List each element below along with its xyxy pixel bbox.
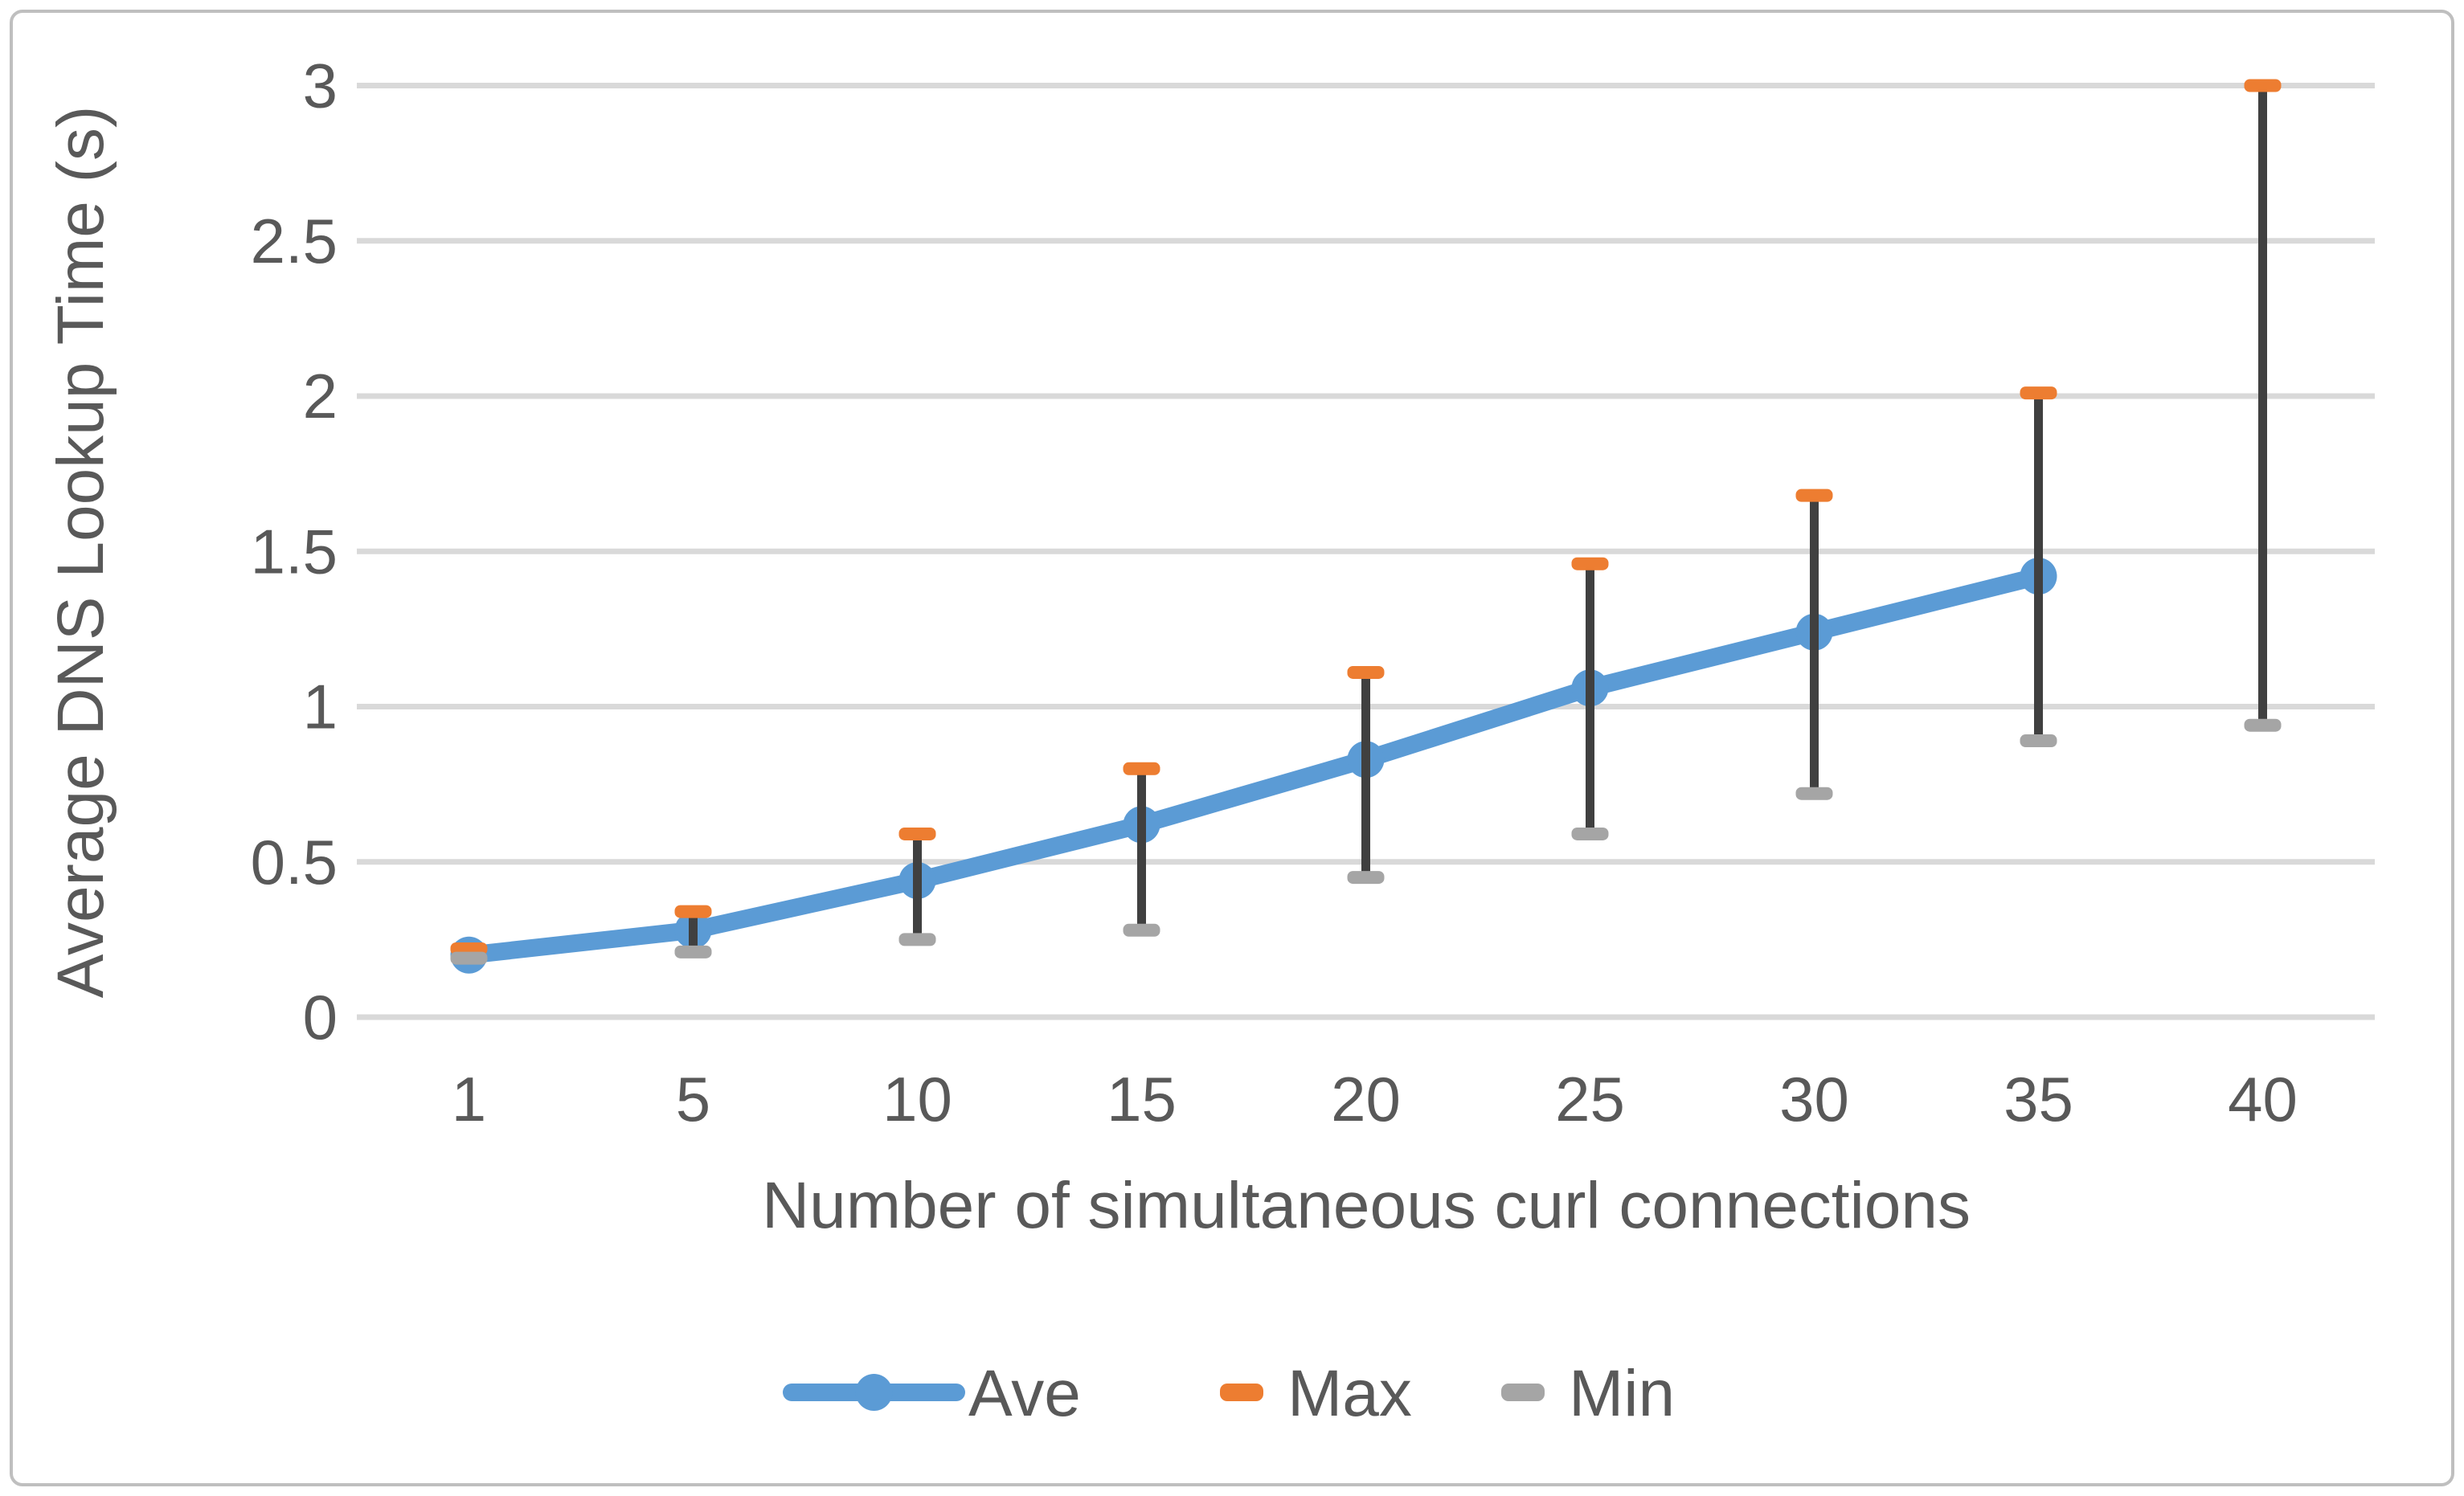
x-tick-label: 20 xyxy=(1331,1064,1401,1134)
x-tick-label: 5 xyxy=(676,1064,710,1134)
x-tick-label: 15 xyxy=(1107,1064,1177,1134)
y-axis-title: Average DNS Lookup Time (s) xyxy=(44,106,117,999)
min-cap xyxy=(1123,923,1160,937)
ave-line xyxy=(460,567,2048,964)
max-cap xyxy=(674,905,712,918)
max-cap xyxy=(1347,665,1385,679)
x-tick-label: 35 xyxy=(2004,1064,2073,1134)
max-cap xyxy=(1123,762,1160,775)
y-tick-label: 1.5 xyxy=(251,516,338,587)
y-tick-label: 1 xyxy=(303,672,338,742)
min-cap xyxy=(674,945,712,959)
min-cap xyxy=(450,951,488,965)
min-cap xyxy=(2244,718,2282,732)
y-tick-label: 0 xyxy=(303,982,338,1053)
legend-label: Ave xyxy=(968,1357,1081,1430)
max-cap xyxy=(2020,386,2057,400)
series-max-caps xyxy=(450,79,2282,955)
x-tick-label: 30 xyxy=(1779,1064,1849,1134)
series-min-caps xyxy=(450,718,2282,965)
max-cap xyxy=(2244,79,2282,92)
legend-min-dash-swatch xyxy=(1501,1384,1545,1401)
max-cap xyxy=(1571,557,1609,570)
x-axis-title: Number of simultaneous curl connections xyxy=(762,1169,1971,1242)
error-bars xyxy=(465,85,2267,959)
y-tick-label: 2.5 xyxy=(251,206,338,276)
y-tick-label: 2 xyxy=(303,361,338,431)
legend: Ave Max Min xyxy=(783,1357,1675,1430)
min-cap xyxy=(1571,827,1609,840)
x-tick-label: 1 xyxy=(452,1064,486,1134)
y-tick-label: 0.5 xyxy=(251,827,338,897)
y-tick-label: 3 xyxy=(303,51,338,121)
legend-label: Min xyxy=(1569,1357,1675,1430)
x-tick-label: 10 xyxy=(882,1064,952,1134)
y-axis-tick-labels: 0 0.5 1 1.5 2 2.5 3 xyxy=(251,51,338,1053)
min-cap xyxy=(1347,871,1385,885)
x-tick-label: 25 xyxy=(1555,1064,1625,1134)
legend-ave-marker-swatch xyxy=(855,1374,893,1411)
chart-border xyxy=(10,10,2454,1486)
min-cap xyxy=(898,933,936,946)
x-tick-label: 40 xyxy=(2228,1064,2298,1134)
max-cap xyxy=(1795,488,1833,502)
legend-label: Max xyxy=(1287,1357,1412,1430)
x-axis-tick-labels: 1 5 10 15 20 25 30 35 40 xyxy=(452,1064,2298,1134)
min-cap xyxy=(2020,734,2057,748)
max-cap xyxy=(898,827,936,840)
legend-max-dash-swatch xyxy=(1220,1384,1263,1401)
min-cap xyxy=(1795,787,1833,800)
